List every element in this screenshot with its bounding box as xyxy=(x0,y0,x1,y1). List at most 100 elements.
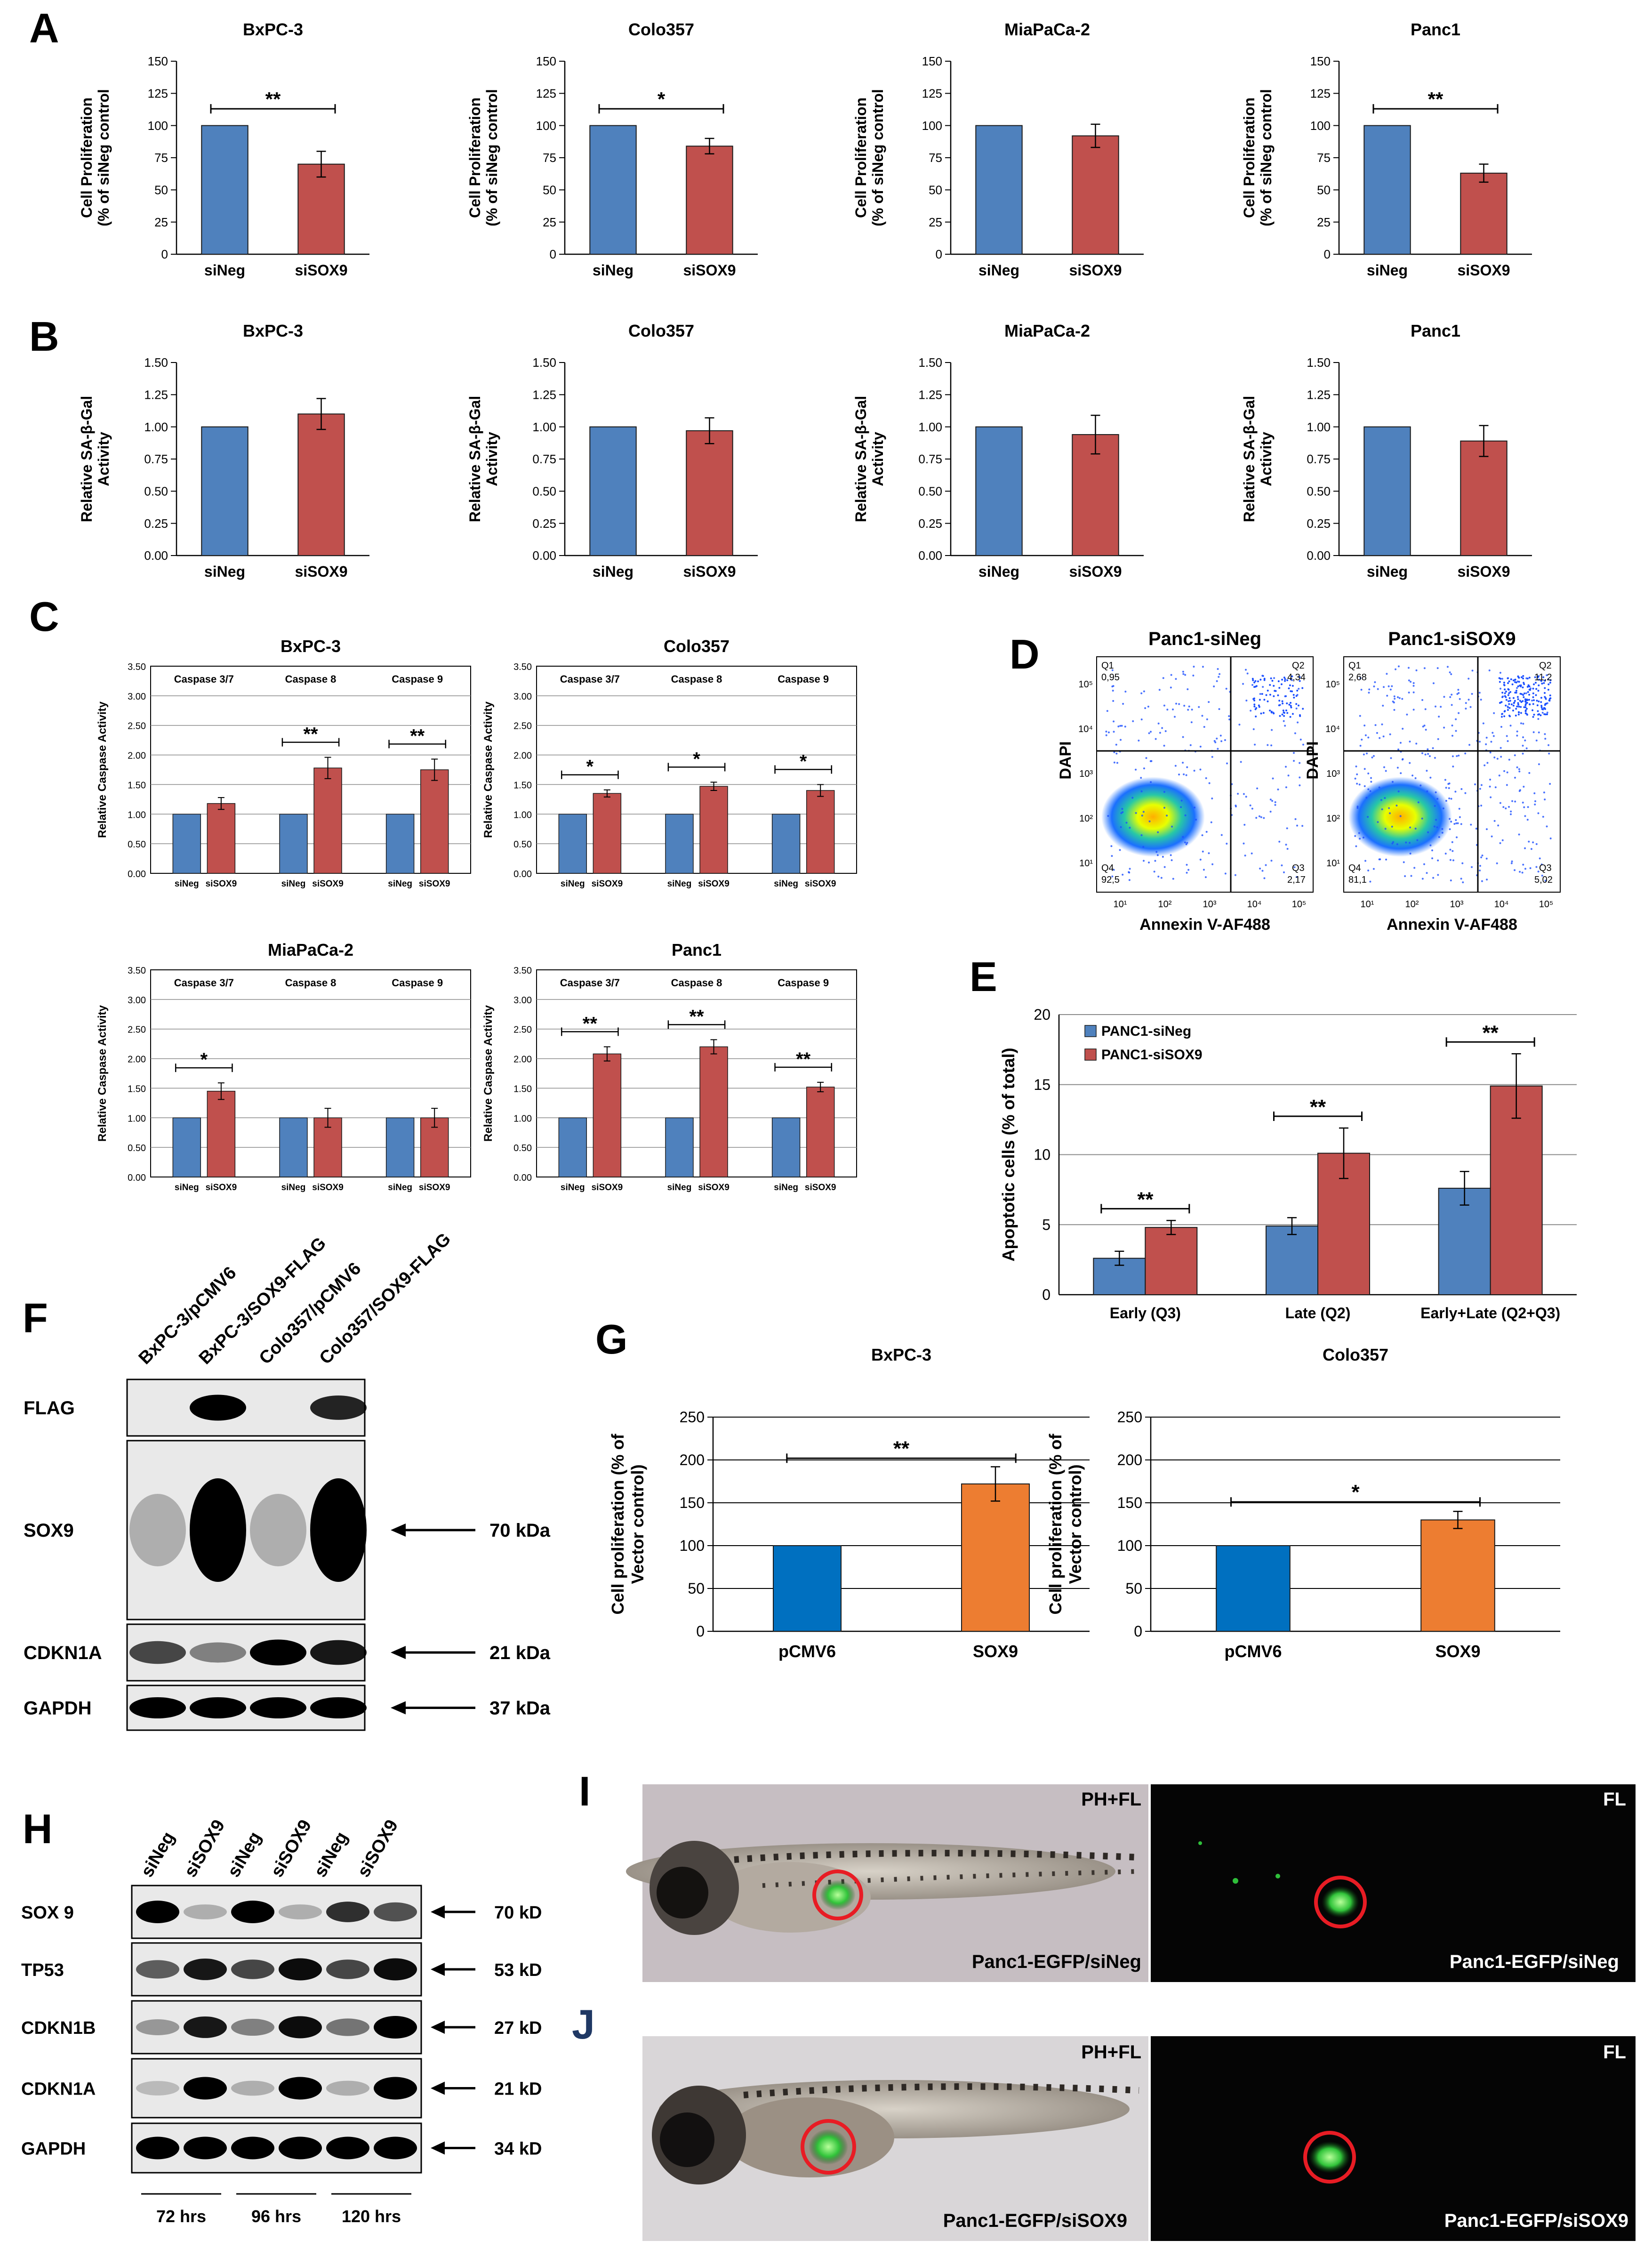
flow-event xyxy=(1497,824,1500,827)
flow-event xyxy=(1426,790,1428,792)
flow-event xyxy=(1378,786,1380,789)
flow-event xyxy=(1544,713,1547,716)
image-tag: PH+FL xyxy=(1081,2042,1141,2063)
bar-sineg xyxy=(589,426,637,556)
flow-event xyxy=(1516,734,1518,737)
flow-event xyxy=(1539,857,1541,860)
flow-event xyxy=(1540,863,1543,866)
flow-title: Panc1-siSOX9 xyxy=(1388,629,1516,649)
y-tick-label: 1.50 xyxy=(128,1084,146,1094)
group-label: Caspase 3/7 xyxy=(174,977,234,989)
protein-label: GAPDH xyxy=(24,1698,91,1719)
flow-event xyxy=(1363,753,1365,756)
flow-event xyxy=(1161,727,1163,729)
tumor-circle xyxy=(812,1870,863,1920)
flow-event xyxy=(1538,684,1540,686)
flow-event xyxy=(1449,818,1451,820)
flow-event xyxy=(1290,706,1292,709)
flow-event xyxy=(1105,734,1107,736)
flow-event xyxy=(1408,692,1410,694)
x-tick-label: 10⁴ xyxy=(1494,899,1509,910)
flow-event xyxy=(1499,842,1501,844)
flow-event xyxy=(1443,726,1445,729)
lane-label: siSOX9 xyxy=(267,1816,315,1880)
flow-event xyxy=(1256,787,1259,790)
flow-event xyxy=(1155,738,1157,740)
flow-event xyxy=(1454,790,1457,793)
y-tick-label: 25 xyxy=(1317,215,1331,229)
flow-event xyxy=(1538,700,1540,702)
image-caption: Panc1-EGFP/siNeg xyxy=(972,1951,1141,1972)
x-tick-label: siNeg xyxy=(978,563,1019,580)
flow-event xyxy=(1106,710,1108,712)
x-tick-label: siNeg xyxy=(281,1183,306,1193)
flow-event xyxy=(1546,713,1548,716)
flow-event xyxy=(1456,693,1459,695)
flow-event xyxy=(1377,821,1379,823)
bar-panc1-sisox9 xyxy=(1145,1227,1198,1295)
flow-event xyxy=(1524,815,1526,817)
chart-title: Panc1 xyxy=(672,940,722,959)
flow-event xyxy=(1240,761,1242,763)
x-tick-label: siNeg xyxy=(561,1183,585,1193)
flow-event xyxy=(1485,743,1487,745)
flow-event xyxy=(1367,816,1369,818)
flow-event xyxy=(1295,707,1298,709)
flow-event xyxy=(1251,807,1253,810)
blot-band xyxy=(250,1697,306,1718)
quadrant-name: Q2 xyxy=(1292,661,1305,671)
y-tick-label: 3.50 xyxy=(128,966,146,976)
significance-label: ** xyxy=(265,88,281,110)
flow-event xyxy=(1270,677,1272,679)
flow-event xyxy=(1544,738,1547,740)
quadrant-value: 0,95 xyxy=(1101,672,1120,683)
chart-b-bxpc3: BxPC-3 0.00 0.25 0.50 0.75 1.00 1.25 1.50 Relati… xyxy=(78,321,369,580)
flow-event xyxy=(1481,880,1483,882)
y-tick-label: 0.25 xyxy=(144,516,168,531)
flow-event xyxy=(1302,708,1304,710)
flow-event xyxy=(1482,722,1484,725)
flow-event xyxy=(1543,707,1545,709)
flow-event xyxy=(1250,709,1252,712)
flow-event xyxy=(1359,677,1362,679)
flow-event xyxy=(1540,697,1542,699)
flow-event xyxy=(1520,701,1523,703)
flow-event xyxy=(1457,822,1459,824)
flow-event xyxy=(1520,676,1523,678)
flow-event xyxy=(1211,756,1213,758)
flow-event xyxy=(1541,874,1543,877)
flow-event xyxy=(1536,704,1539,707)
flow-event xyxy=(1175,678,1177,680)
x-tick-label: 10⁵ xyxy=(1292,899,1307,910)
flow-event xyxy=(1524,712,1527,715)
blot-band xyxy=(184,1904,227,1919)
plot-frame xyxy=(150,666,471,874)
chart-title: Colo357 xyxy=(1323,1345,1388,1364)
flow-event xyxy=(1263,817,1265,819)
flow-event xyxy=(1148,861,1150,863)
flow-event xyxy=(1394,698,1396,700)
y-tick-label: 10¹ xyxy=(1326,858,1340,869)
flow-event xyxy=(1468,699,1470,701)
flow-event xyxy=(1291,690,1293,693)
flow-event xyxy=(1408,679,1410,682)
legend-label: PANC1-siNeg xyxy=(1101,1024,1191,1039)
flow-event xyxy=(1516,696,1519,698)
flow-event xyxy=(1365,797,1368,799)
y-tick-label: 250 xyxy=(680,1409,705,1426)
flow-event xyxy=(1503,684,1505,686)
blot-band xyxy=(374,2077,417,2100)
tumor-circle xyxy=(1303,2131,1356,2184)
flow-event xyxy=(1159,732,1161,734)
marker-arrowhead xyxy=(391,1646,406,1659)
chart-c-miapaca2: MiaPaCa-2 0.00 0.50 1.00 1.50 2.00 2.50 3.00 3.5… xyxy=(96,940,471,1193)
flow-event xyxy=(1510,862,1513,864)
flow-event xyxy=(1548,683,1550,685)
flow-event xyxy=(1251,852,1253,854)
flow-event xyxy=(1520,722,1522,725)
flow-event xyxy=(1532,716,1534,718)
flow-event xyxy=(1356,782,1358,785)
flow-event xyxy=(1384,797,1386,799)
x-tick-label: 10¹ xyxy=(1114,899,1127,910)
